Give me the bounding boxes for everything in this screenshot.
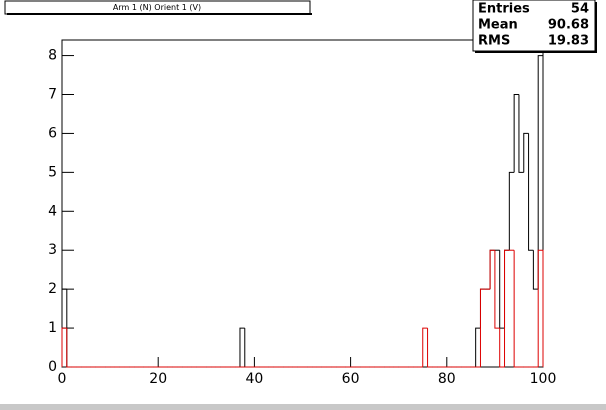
histogram-bin <box>427 328 433 368</box>
y-tick-label: 8 <box>48 48 57 64</box>
chart-title: Arm 1 (N) Orient 1 (V) <box>113 3 201 12</box>
histogram-bin <box>508 171 515 251</box>
histogram-bin <box>513 250 519 368</box>
histogram-bin <box>504 249 510 367</box>
histogram-bin <box>479 288 486 367</box>
y-tick-label: 5 <box>48 164 57 180</box>
stats-box-shadow <box>595 2 597 53</box>
stats-value: 19.83 <box>548 34 589 49</box>
x-tick-label: 80 <box>438 371 456 387</box>
y-tick-label: 7 <box>48 87 57 103</box>
stats-box-shadow <box>475 51 597 53</box>
stats-box <box>472 0 596 52</box>
y-tick-label: 6 <box>48 125 57 141</box>
stats-value: 54 <box>571 2 589 17</box>
histogram-bin <box>499 328 505 368</box>
histogram-bin <box>61 327 67 367</box>
histogram-bin <box>489 249 495 290</box>
stats-label: Entries <box>478 2 530 17</box>
histogram-bin <box>494 250 500 329</box>
stats-value: 90.68 <box>548 18 589 33</box>
y-tick-label: 2 <box>48 281 57 297</box>
y-tick-label: 0 <box>48 359 57 375</box>
histogram-bin <box>528 133 534 251</box>
histogram-bin <box>513 94 519 173</box>
histogram-bin <box>537 55 544 367</box>
histogram-bin <box>518 94 524 173</box>
x-tick-label: 40 <box>245 371 263 387</box>
x-tick-label: 0 <box>58 371 67 387</box>
title-box-shadow <box>7 13 312 15</box>
stats-label: Mean <box>478 18 518 33</box>
x-tick-label: 100 <box>530 371 557 387</box>
y-tick-label: 3 <box>48 242 57 258</box>
histogram-bin <box>537 249 544 367</box>
histogram-bin <box>66 328 72 368</box>
histogram-bin <box>475 327 481 367</box>
histogram-bin <box>239 327 245 367</box>
histogram-bin <box>523 132 529 173</box>
x-tick-label: 20 <box>149 371 167 387</box>
bottom-bar <box>0 404 606 410</box>
y-tick-label: 1 <box>48 320 57 336</box>
y-tick-label: 4 <box>48 203 57 219</box>
stats-label: RMS <box>478 34 510 49</box>
x-tick-label: 60 <box>342 371 360 387</box>
histogram-bin <box>422 327 428 367</box>
histogram-bin <box>532 250 539 290</box>
